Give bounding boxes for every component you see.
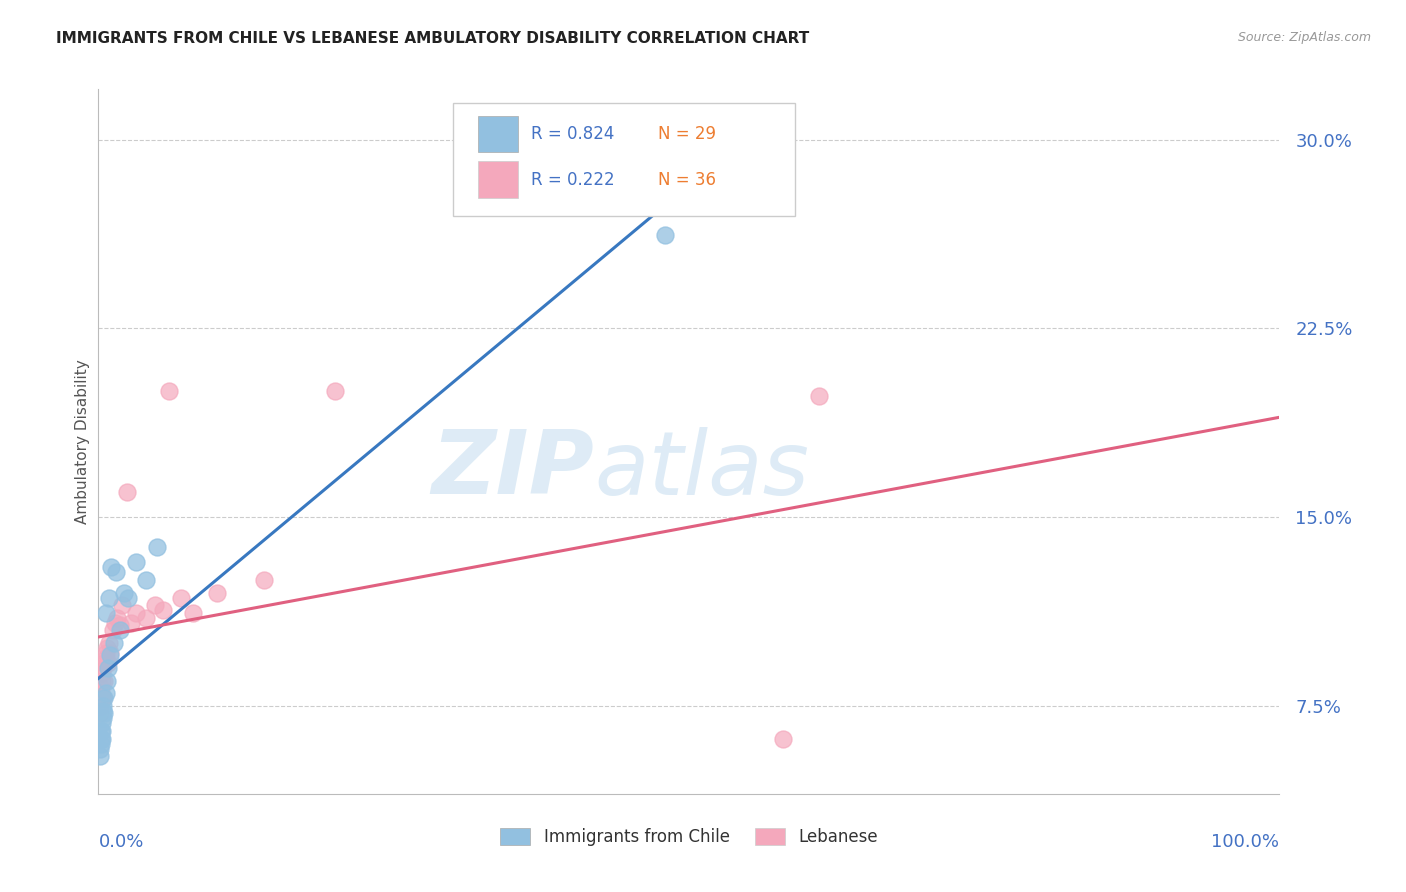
Point	[125, 606, 148, 620]
Point	[121, 615, 143, 630]
Point	[91, 711, 114, 725]
Point	[104, 615, 127, 630]
Text: N = 36: N = 36	[658, 170, 716, 188]
Point	[90, 731, 112, 746]
Point	[97, 661, 120, 675]
Point	[98, 646, 121, 660]
Point	[93, 691, 115, 706]
Text: ZIP: ZIP	[432, 426, 595, 513]
Point	[90, 737, 112, 751]
FancyBboxPatch shape	[478, 116, 517, 153]
Point	[91, 704, 114, 718]
Point	[91, 698, 114, 713]
Point	[146, 540, 169, 554]
Point	[117, 591, 139, 605]
Point	[90, 691, 112, 706]
Point	[94, 686, 117, 700]
Text: R = 0.222: R = 0.222	[530, 170, 614, 188]
Point	[89, 698, 111, 713]
Legend: Immigrants from Chile, Lebanese: Immigrants from Chile, Lebanese	[494, 821, 884, 853]
Point	[125, 555, 148, 569]
Point	[94, 646, 117, 660]
Point	[93, 656, 115, 670]
Point	[100, 560, 122, 574]
Point	[93, 706, 115, 721]
FancyBboxPatch shape	[453, 103, 796, 216]
Point	[90, 681, 112, 696]
Text: 0.0%: 0.0%	[98, 833, 143, 851]
Point	[98, 648, 121, 663]
Point	[89, 706, 111, 721]
Text: R = 0.824: R = 0.824	[530, 125, 614, 143]
Text: 100.0%: 100.0%	[1212, 833, 1279, 851]
Point	[91, 661, 114, 675]
Text: Source: ZipAtlas.com: Source: ZipAtlas.com	[1237, 31, 1371, 45]
Point	[115, 484, 138, 499]
Point	[91, 716, 114, 731]
Point	[90, 723, 112, 738]
Point	[108, 624, 131, 638]
Point	[323, 384, 346, 399]
Point	[807, 389, 830, 403]
Point	[135, 611, 157, 625]
Point	[111, 598, 134, 612]
Point	[91, 673, 114, 688]
Point	[152, 603, 174, 617]
Point	[89, 749, 111, 764]
Point	[97, 656, 120, 670]
Text: atlas: atlas	[595, 426, 810, 513]
Point	[91, 731, 114, 746]
Y-axis label: Ambulatory Disability: Ambulatory Disability	[75, 359, 90, 524]
Point	[112, 585, 135, 599]
Point	[91, 723, 114, 738]
Point	[205, 585, 228, 599]
Point	[181, 606, 204, 620]
Point	[96, 640, 118, 655]
Point	[98, 591, 121, 605]
Point	[253, 573, 276, 587]
Point	[89, 741, 111, 756]
Point	[170, 591, 193, 605]
Point	[96, 673, 118, 688]
Point	[101, 624, 124, 638]
Point	[90, 686, 112, 700]
FancyBboxPatch shape	[478, 161, 517, 198]
Point	[108, 618, 131, 632]
Point	[103, 636, 125, 650]
Point	[98, 636, 121, 650]
Point	[654, 228, 676, 243]
Point	[91, 691, 114, 706]
Point	[143, 598, 166, 612]
Point	[91, 666, 114, 681]
Point	[94, 651, 117, 665]
Text: N = 29: N = 29	[658, 125, 716, 143]
Point	[94, 606, 117, 620]
Point	[135, 573, 157, 587]
Point	[772, 731, 794, 746]
Point	[157, 384, 180, 399]
Point	[93, 673, 115, 688]
Text: IMMIGRANTS FROM CHILE VS LEBANESE AMBULATORY DISABILITY CORRELATION CHART: IMMIGRANTS FROM CHILE VS LEBANESE AMBULA…	[56, 31, 810, 46]
Point	[105, 566, 128, 580]
Point	[105, 611, 128, 625]
